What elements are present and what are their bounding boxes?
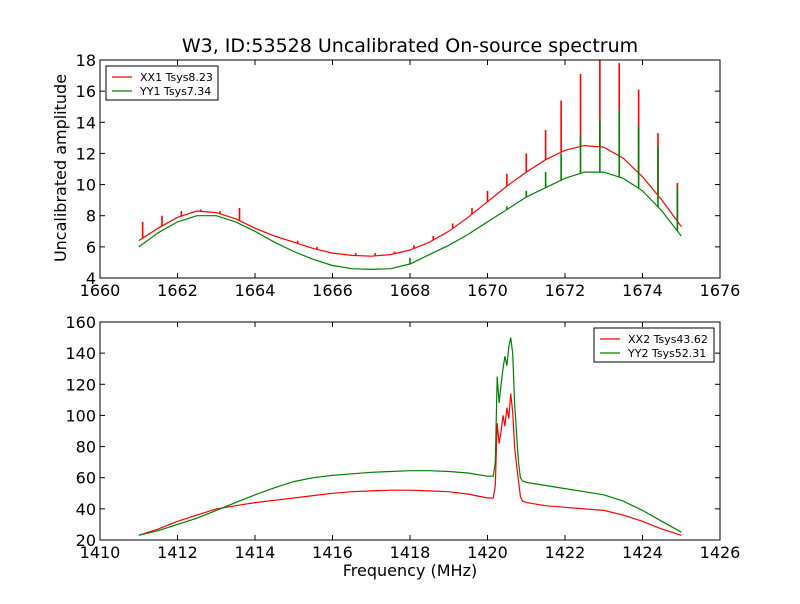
bottom-x-tick-label: 1422 bbox=[545, 543, 586, 562]
top-legend-label: XX1 Tsys8.23 bbox=[140, 71, 213, 84]
top-y-tick-label: 16 bbox=[76, 82, 96, 101]
top-x-tick-label: 1674 bbox=[622, 281, 663, 300]
bottom-legend-box bbox=[593, 327, 715, 363]
top-y-tick-label: 12 bbox=[76, 144, 96, 163]
top-y-tick-label: 10 bbox=[76, 176, 96, 195]
bottom-x-tick-label: 1424 bbox=[622, 543, 663, 562]
top-y-tick-label: 8 bbox=[86, 207, 96, 226]
top-x-tick-label: 1676 bbox=[700, 281, 741, 300]
bottom-x-tick-label: 1420 bbox=[467, 543, 508, 562]
bottom-y-tick-label: 120 bbox=[65, 375, 96, 394]
bottom-legend-label: YY2 Tsys52.31 bbox=[627, 347, 706, 360]
top-subplot: W3, ID:53528 Uncalibrated On-source spec… bbox=[51, 35, 740, 300]
bottom-y-tick-label: 100 bbox=[65, 406, 96, 425]
chart-title: W3, ID:53528 Uncalibrated On-source spec… bbox=[182, 35, 638, 57]
top-x-tick-label: 1670 bbox=[467, 281, 508, 300]
bottom-x-tick-label: 1416 bbox=[312, 543, 353, 562]
bottom-subplot: 1410 1412 1414 1416 1418 1420 1422 1424 1426 20 40… bbox=[65, 313, 740, 580]
top-x-tick-label: 1672 bbox=[545, 281, 586, 300]
bottom-y-tick-label: 60 bbox=[76, 469, 96, 488]
top-series-line-1 bbox=[138, 171, 682, 271]
top-x-tick-label: 1668 bbox=[390, 281, 431, 300]
top-y-tick-label: 4 bbox=[86, 269, 96, 288]
top-legend-label: YY1 Tsys7.34 bbox=[139, 85, 211, 98]
y-axis-label: Uncalibrated amplitude bbox=[51, 74, 70, 262]
bottom-legend-label: XX2 Tsys43.62 bbox=[628, 333, 708, 346]
top-x-tick-label: 1660 bbox=[80, 281, 121, 300]
top-x-tick-label: 1666 bbox=[312, 281, 353, 300]
top-x-tick-label: 1664 bbox=[235, 281, 276, 300]
top-series-line-0 bbox=[138, 144, 682, 257]
bottom-x-tick-label: 1412 bbox=[157, 543, 198, 562]
bottom-x-tick-label: 1426 bbox=[700, 543, 741, 562]
top-y-tick-label: 14 bbox=[76, 113, 96, 132]
bottom-x-tick-label: 1418 bbox=[390, 543, 431, 562]
top-y-tick-label: 18 bbox=[76, 51, 96, 70]
bottom-series-line-0 bbox=[138, 393, 682, 536]
top-axes-frame bbox=[99, 59, 721, 279]
bottom-series-lines bbox=[138, 337, 682, 536]
top-y-tick-label: 6 bbox=[86, 238, 96, 257]
top-ticks: 1660 1662 1664 1666 1668 1670 1672 1674 1676 4 6 8 1… bbox=[76, 51, 741, 300]
bottom-x-tick-label: 1410 bbox=[80, 543, 121, 562]
bottom-series-line-1 bbox=[138, 337, 682, 536]
bottom-y-tick-label: 160 bbox=[65, 313, 96, 332]
x-axis-label: Frequency (MHz) bbox=[343, 561, 477, 580]
bottom-y-tick-label: 140 bbox=[65, 344, 96, 363]
bottom-axes-frame bbox=[99, 321, 721, 541]
bottom-y-tick-label: 80 bbox=[76, 438, 96, 457]
bottom-ticks: 1410 1412 1414 1416 1418 1420 1422 1424 1426 20 40… bbox=[65, 313, 740, 562]
top-series-lines bbox=[138, 60, 682, 271]
top-x-tick-label: 1662 bbox=[157, 281, 198, 300]
bottom-y-tick-label: 20 bbox=[76, 531, 96, 550]
top-legend-box bbox=[105, 65, 219, 101]
bottom-y-tick-label: 40 bbox=[76, 500, 96, 519]
bottom-x-tick-label: 1414 bbox=[235, 543, 276, 562]
